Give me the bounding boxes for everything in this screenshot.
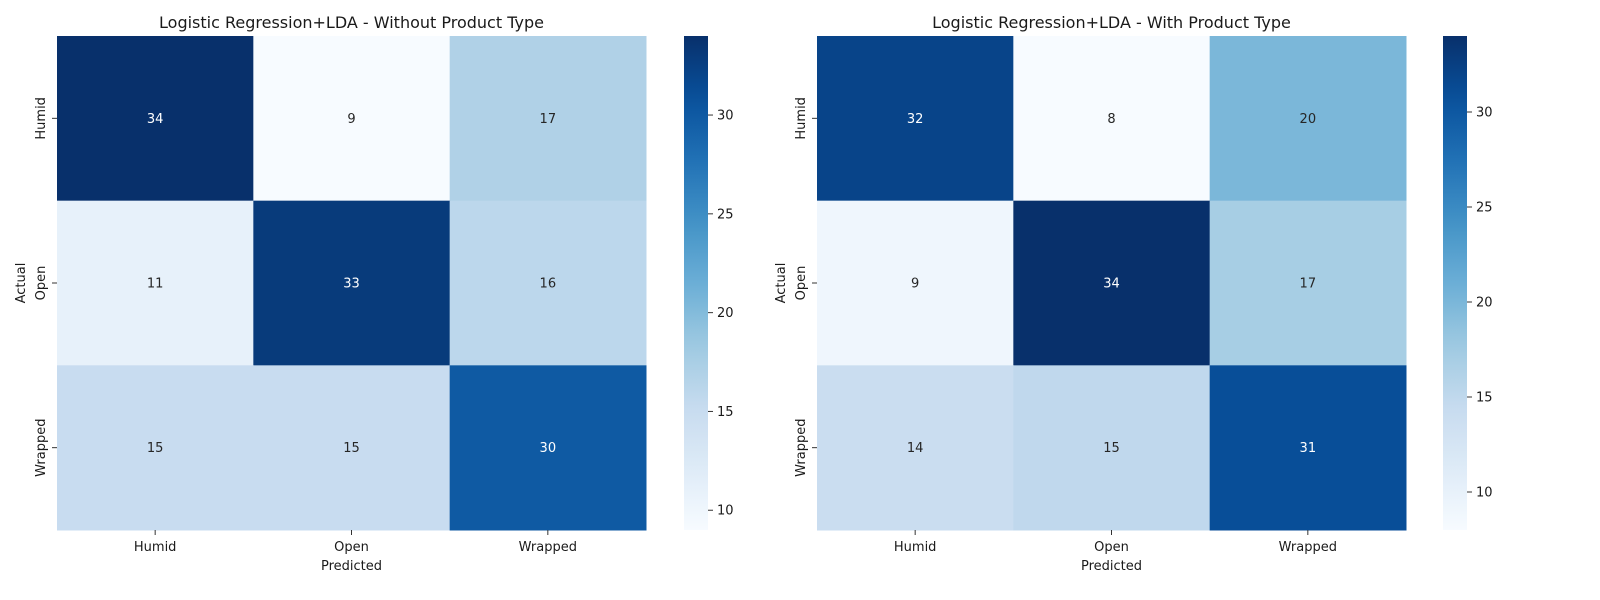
cell-value-label: 15 (343, 441, 360, 456)
x-tick-label: Wrapped (1279, 540, 1337, 555)
x-tick-label: Humid (134, 540, 177, 555)
heatmap-cell (449, 200, 647, 366)
x-tick-label: Open (334, 540, 369, 555)
cell-value-label: 17 (540, 112, 557, 127)
heatmap-cell (1209, 365, 1407, 531)
colorbar-tick-label: 15 (1476, 391, 1493, 406)
x-axis-label: Predicted (1081, 559, 1142, 574)
colorbar-tick-label: 20 (717, 306, 734, 321)
y-tick-label: Humid (34, 97, 49, 140)
colorbar-tick-label: 25 (717, 207, 734, 222)
cell-value-label: 34 (147, 112, 164, 127)
heatmap-cell (449, 36, 647, 202)
cell-value-label: 15 (1103, 441, 1120, 456)
y-tick-label: Open (34, 266, 49, 301)
heatmap-cell (1209, 200, 1407, 366)
x-tick-label: Humid (894, 540, 937, 555)
heatmap-cell (253, 36, 451, 202)
cell-value-label: 33 (343, 277, 360, 292)
cell-value-label: 9 (347, 112, 355, 127)
y-tick-label: Wrapped (794, 418, 809, 476)
cell-value-label: 32 (907, 112, 924, 127)
heatmap-panel-1: Logistic Regression+LDA - Without Produc… (14, 13, 734, 574)
chart-title: Logistic Regression+LDA - With Product T… (932, 13, 1291, 32)
colorbar-tick-label: 15 (717, 405, 734, 420)
y-axis-label: Actual (774, 263, 789, 304)
cell-value-label: 17 (1300, 277, 1317, 292)
heatmap-cell (57, 36, 254, 202)
y-tick-label: Humid (794, 97, 809, 140)
heatmap-cell (1013, 36, 1211, 202)
heatmap-cell (817, 36, 1014, 202)
y-tick-label: Wrapped (34, 418, 49, 476)
heatmap-cell (253, 365, 451, 531)
heatmap-panel-2: Logistic Regression+LDA - With Product T… (774, 13, 1493, 574)
x-tick-label: Open (1094, 540, 1129, 555)
heatmap-cell (57, 200, 254, 366)
heatmap-cell (1013, 365, 1211, 531)
y-axis-label: Actual (14, 263, 29, 304)
cell-value-label: 9 (911, 277, 919, 292)
heatmap-cell (817, 200, 1014, 366)
heatmap-cell (1013, 200, 1211, 366)
heatmap-cell (253, 200, 451, 366)
heatmap-cell (817, 365, 1014, 531)
cell-value-label: 34 (1103, 277, 1120, 292)
colorbar-tick-label: 10 (717, 504, 734, 519)
colorbar-tick-label: 30 (1476, 106, 1493, 121)
chart-title: Logistic Regression+LDA - Without Produc… (159, 13, 544, 32)
colorbar-tick-label: 25 (1476, 201, 1493, 216)
x-axis-label: Predicted (321, 559, 382, 574)
colorbar-tick-label: 10 (1476, 486, 1493, 501)
heatmap-cell (449, 365, 647, 531)
cell-value-label: 14 (907, 441, 924, 456)
x-tick-label: Wrapped (519, 540, 577, 555)
y-tick-label: Open (794, 266, 809, 301)
cell-value-label: 8 (1107, 112, 1115, 127)
colorbar-tick-label: 20 (1476, 296, 1493, 311)
heatmap-cell (1209, 36, 1407, 202)
heatmap-cell (57, 365, 254, 531)
cell-value-label: 20 (1300, 112, 1317, 127)
colorbar-tick-label: 30 (717, 109, 734, 124)
cell-value-label: 16 (540, 277, 557, 292)
cell-value-label: 31 (1300, 441, 1317, 456)
cell-value-label: 15 (147, 441, 164, 456)
cell-value-label: 30 (540, 441, 557, 456)
colorbar (1443, 36, 1467, 530)
colorbar (684, 36, 708, 530)
cell-value-label: 11 (147, 277, 164, 292)
